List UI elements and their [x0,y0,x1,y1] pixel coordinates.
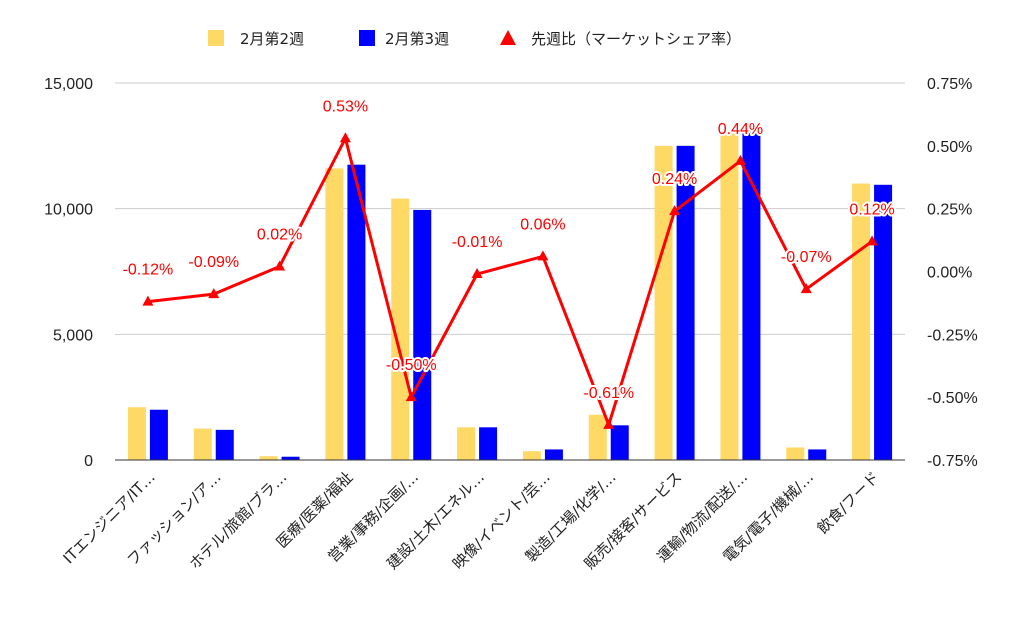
share-point [603,418,615,429]
legend-label-week2: 2月第2週 [240,30,304,48]
share-point [537,250,549,261]
share-point [142,295,154,306]
legend-swatch-week3 [359,30,375,46]
bar-week3 [149,409,168,460]
right-tick-label: 0.75% [927,76,972,93]
bar-week3 [544,449,563,460]
bar-week3 [742,129,761,460]
left-axis: 0 5,000 10,000 15,000 [44,76,93,470]
bar-week3 [676,145,695,461]
share-data-label: 0.44% [718,121,763,138]
right-tick-label: -0.25% [927,327,978,344]
bar-week2 [654,145,673,461]
bar-week2 [457,427,476,460]
category-label: 飲食/フード [814,468,883,537]
left-tick-label: 15,000 [44,76,93,93]
share-point [208,288,220,299]
share-line-path [147,136,873,427]
share-data-label: 0.06% [520,216,565,233]
bar-week2 [391,198,410,460]
bar-week3 [610,425,629,460]
legend-label-week3: 2月第3週 [385,30,449,48]
bar-week2 [786,447,805,460]
bar-week3 [874,184,893,461]
share-point [866,235,878,246]
bar-week2 [588,414,607,460]
bar-week2 [325,168,344,460]
right-axis: -0.75% -0.50% -0.25% 0.00% 0.25% 0.50% 0.75% [927,76,978,470]
bar-week3 [215,429,234,460]
share-point [734,154,746,165]
share-point [405,391,417,402]
legend-swatch-week2 [208,30,224,46]
share-point [669,205,681,216]
bar-week2 [127,407,146,460]
left-tick-label: 5,000 [53,327,93,344]
data-labels: -0.12% -0.09% 0.02% 0.53% -0.50% -0.01% 0.06% -… [121,96,897,404]
share-data-label: -0.61% [583,385,634,402]
bar-week2 [720,132,739,460]
share-point [274,260,286,271]
right-tick-label: -0.50% [927,390,978,407]
bar-week3 [413,209,432,460]
bar-week2 [259,456,278,460]
category-labels: ITエンジニア/IT…ファッション/ア…ホテル/旅館/ブラ…医療/医薬/福祉営業… [60,468,883,573]
legend-marker-share [500,30,516,45]
bars [127,129,893,461]
share-point [339,132,351,143]
gridlines [115,82,905,335]
share-line [142,132,878,429]
share-data-label: 0.12% [849,201,894,218]
right-tick-label: 0.00% [927,265,972,282]
bar-week3 [479,427,498,460]
bar-week3 [281,456,300,460]
share-point [471,268,483,279]
legend-label-share: 先週比（マーケットシェア率） [531,30,741,48]
share-data-label: -0.01% [452,234,503,251]
bar-week3 [808,449,827,460]
share-data-label: 0.53% [323,98,368,115]
bar-week2 [852,183,871,461]
share-data-label: -0.12% [123,262,174,279]
left-tick-label: 10,000 [44,202,93,219]
bar-week2 [193,428,212,460]
left-tick-label: 0 [84,453,93,470]
share-data-label: -0.09% [188,254,239,271]
share-data-label: 0.24% [652,171,697,188]
share-point [800,283,812,294]
legend: 2月第2週 2月第3週 先週比（マーケットシェア率） [208,30,741,48]
share-data-label: -0.50% [386,357,437,374]
share-data-label: -0.07% [781,249,832,266]
bar-week3 [347,164,366,460]
share-data-label: 0.02% [257,226,302,243]
right-tick-label: 0.25% [927,202,972,219]
bar-week2 [522,451,541,460]
right-tick-label: 0.50% [927,139,972,156]
right-tick-label: -0.75% [927,453,978,470]
